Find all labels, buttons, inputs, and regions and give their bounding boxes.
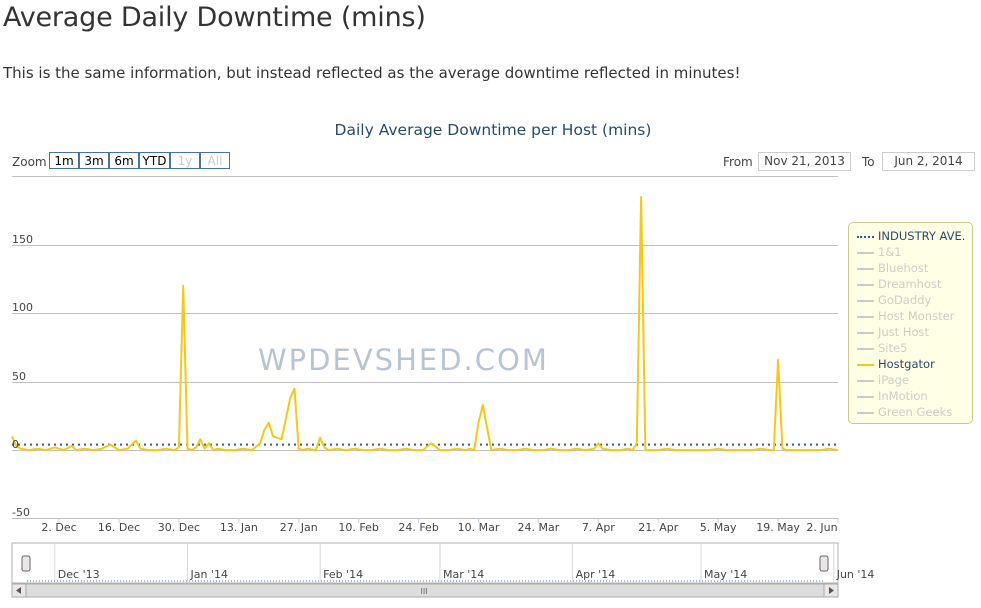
zoom-ytd-button[interactable]: YTD — [139, 152, 170, 169]
legend-item[interactable]: Green Geeks — [857, 405, 952, 419]
legend-label: Dreamhost — [878, 277, 942, 291]
legend-item[interactable]: InMotion — [857, 389, 928, 403]
navigator-label: Apr '14 — [575, 568, 616, 581]
legend-item[interactable]: Host Monster — [857, 309, 954, 323]
legend-item[interactable]: Just Host — [857, 325, 929, 339]
legend-label: Host Monster — [878, 309, 955, 323]
chart-legend: INDUSTRY AVE. 1&1 Bluehost Dreamhost GoDaddy… — [848, 222, 973, 424]
legend-symbol — [857, 331, 874, 334]
x-tick-label: 16. Dec — [97, 521, 141, 534]
zoom-label: Zoom — [12, 155, 47, 169]
legend-symbol — [857, 315, 874, 318]
x-tick-label: 24. Feb — [398, 521, 439, 534]
page-title: Average Daily Downtime (mins) — [3, 2, 426, 33]
legend-symbol — [857, 267, 874, 270]
x-tick-label: 2. Dec — [41, 521, 77, 534]
legend-item[interactable]: Dreamhost — [857, 277, 941, 291]
legend-symbol — [857, 235, 874, 238]
legend-symbol — [857, 283, 874, 286]
legend-item[interactable]: 1&1 — [857, 245, 902, 259]
legend-item[interactable]: INDUSTRY AVE. — [857, 229, 965, 243]
to-date-input[interactable]: Jun 2, 2014 — [882, 152, 975, 171]
legend-label: Hostgator — [878, 357, 935, 371]
legend-symbol — [857, 411, 874, 414]
x-tick-label: 10. Feb — [338, 521, 379, 534]
x-tick-label: 7. Apr — [581, 521, 615, 534]
x-tick-label: 27. Jan — [279, 521, 318, 534]
legend-symbol — [857, 363, 874, 366]
zoom-1y-button[interactable]: 1y — [170, 152, 200, 169]
legend-label: INDUSTRY AVE. — [878, 229, 966, 243]
zoom-6m-button[interactable]: 6m — [109, 152, 139, 169]
y-tick-label: 50 — [12, 370, 26, 383]
navigator-label: Dec '13 — [57, 568, 100, 581]
watermark: WPDEVSHED.COM — [258, 343, 549, 377]
navigator-right-handle[interactable] — [819, 555, 829, 572]
x-tick-label: 5. May — [699, 521, 737, 534]
navigator-label: Jan '14 — [190, 568, 228, 581]
legend-item[interactable]: iPage — [857, 373, 909, 387]
zoom-all-button[interactable]: All — [200, 152, 230, 169]
legend-label: Green Geeks — [878, 405, 953, 419]
legend-item[interactable]: GoDaddy — [857, 293, 931, 307]
navigator-label: Jun '14 — [836, 568, 875, 581]
legend-symbol — [857, 379, 874, 382]
legend-symbol — [857, 395, 874, 398]
legend-label: iPage — [878, 373, 910, 387]
arrow-left-icon — [16, 587, 21, 594]
zoom-1m-button[interactable]: 1m — [49, 152, 79, 169]
zoom-3m-button[interactable]: 3m — [79, 152, 109, 169]
legend-label: GoDaddy — [878, 293, 932, 307]
y-tick-label: 100 — [12, 301, 33, 314]
legend-item[interactable]: Hostgator — [857, 357, 935, 371]
from-label: From — [723, 155, 753, 169]
from-date-input[interactable]: Nov 21, 2013 — [758, 152, 851, 171]
legend-item[interactable]: Site5 — [857, 341, 907, 355]
y-tick-label: 150 — [12, 233, 33, 246]
intro-text: This is the same information, but instea… — [3, 64, 741, 82]
navigator-label: Feb '14 — [323, 568, 364, 581]
x-tick-label: 21. Apr — [638, 521, 679, 534]
navigator[interactable] — [11, 542, 839, 598]
legend-symbol — [857, 299, 874, 302]
legend-label: InMotion — [878, 389, 928, 403]
x-tick-label: 2. Jun — [806, 521, 838, 534]
legend-label: Bluehost — [878, 261, 929, 275]
chart-title: Daily Average Downtime per Host (mins) — [334, 121, 652, 139]
legend-symbol — [857, 347, 874, 350]
arrow-right-icon — [829, 587, 834, 594]
x-tick-label: 30. Dec — [157, 521, 201, 534]
legend-label: Just Host — [878, 325, 930, 339]
legend-item[interactable]: Bluehost — [857, 261, 928, 275]
y-tick-label: -50 — [12, 506, 30, 519]
navigator-frame — [11, 542, 839, 584]
x-tick-label: 19. May — [756, 521, 800, 534]
navigator-label: May '14 — [704, 568, 748, 581]
to-label: To — [862, 155, 875, 169]
y-tick-label: 0 — [12, 438, 19, 451]
scrollbar-grip: III — [420, 587, 427, 596]
x-tick-label: 24. Mar — [517, 521, 560, 534]
navigator-left-handle[interactable] — [21, 555, 31, 572]
legend-label: 1&1 — [878, 245, 902, 259]
series-line-hostgator — [11, 196, 839, 452]
legend-label: Site5 — [878, 341, 908, 355]
x-tick-label: 13. Jan — [219, 521, 258, 534]
legend-symbol — [857, 251, 874, 254]
x-tick-label: 10. Mar — [457, 521, 500, 534]
navigator-label: Mar '14 — [442, 568, 485, 581]
